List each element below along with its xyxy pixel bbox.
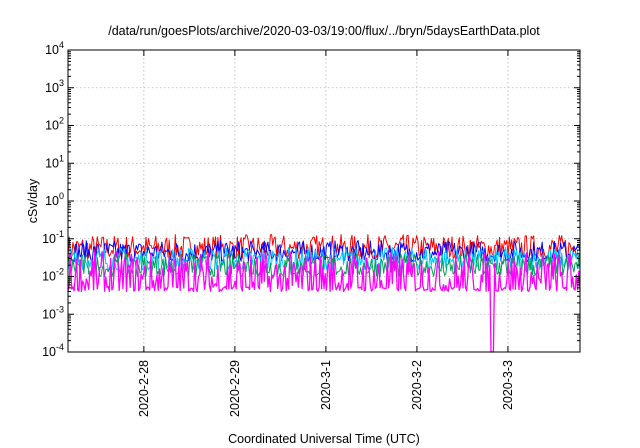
x-tick-label: 2020-2-29 bbox=[228, 360, 242, 417]
y-tick-label: 102 bbox=[45, 116, 64, 133]
y-tick-label: 103 bbox=[45, 78, 64, 95]
x-tick-label: 2020-3-1 bbox=[319, 360, 333, 410]
x-tick-label: 2020-3-3 bbox=[501, 360, 515, 410]
axis-ticks: 10-4 10-3 10-2 10-1 100 101 102 103 104 2020-2-28… bbox=[42, 40, 580, 417]
series-layer bbox=[67, 234, 581, 353]
x-tick-label: 2020-2-28 bbox=[137, 360, 151, 417]
x-axis-label: Coordinated Universal Time (UTC) bbox=[228, 432, 420, 446]
y-tick-label: 10-2 bbox=[42, 267, 64, 284]
y-tick-label: 10-4 bbox=[42, 342, 64, 359]
x-tick-label: 2020-3-2 bbox=[410, 360, 424, 410]
y-tick-label: 100 bbox=[45, 191, 64, 208]
y-tick-label: 104 bbox=[45, 40, 64, 57]
chart-title: /data/run/goesPlots/archive/2020-03-03/1… bbox=[108, 24, 540, 38]
y-tick-label: 10-3 bbox=[42, 304, 64, 321]
series-line bbox=[67, 246, 581, 271]
y-axis-label: cSv/day bbox=[26, 178, 40, 223]
grid-lines bbox=[68, 49, 580, 353]
y-tick-label: 101 bbox=[45, 153, 64, 170]
y-tick-label: 10-1 bbox=[42, 229, 64, 246]
series-line bbox=[67, 250, 581, 353]
